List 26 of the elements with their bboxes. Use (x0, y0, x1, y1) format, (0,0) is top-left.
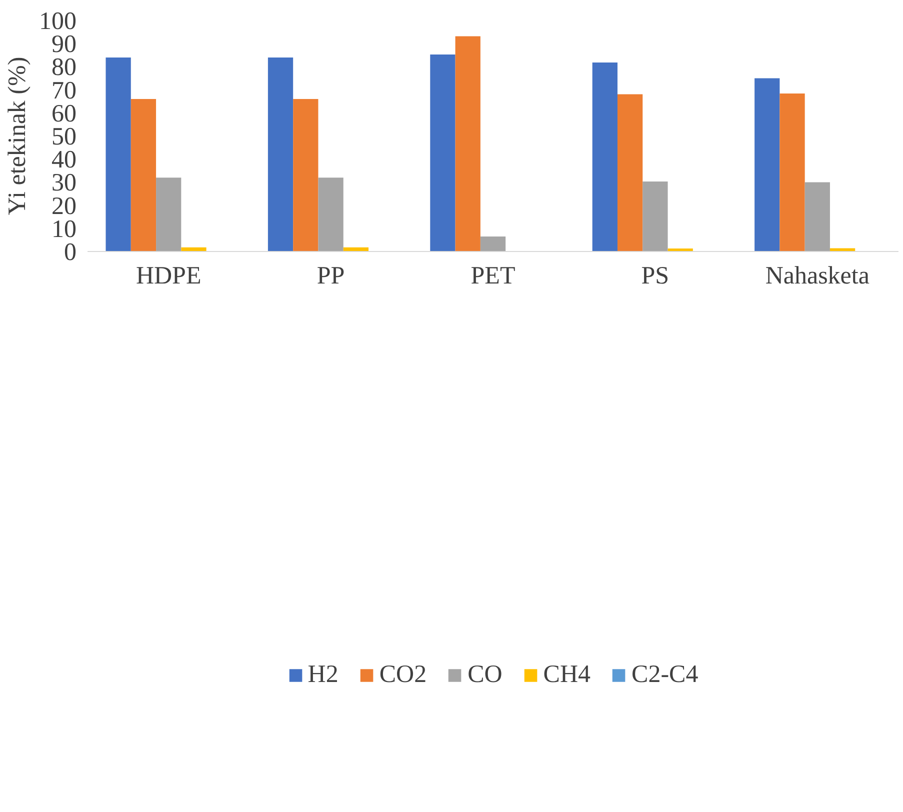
bar (617, 94, 643, 252)
bar (268, 57, 294, 252)
legend-label: CO2 (379, 661, 427, 689)
bar (480, 236, 506, 252)
legend-label: CH4 (543, 661, 591, 689)
bar (642, 182, 668, 252)
bar (430, 54, 456, 252)
legend-label: CO (468, 661, 502, 689)
x-tick-label: Nahasketa (765, 262, 870, 290)
bar (318, 178, 344, 252)
x-tick-label: PS (641, 262, 670, 290)
bar (106, 57, 131, 252)
legend-label: C2-C4 (632, 661, 698, 689)
legend-label: H2 (308, 661, 338, 689)
x-tick-label: PET (470, 262, 516, 290)
x-tick-label: HDPE (136, 262, 202, 290)
bar (804, 182, 830, 252)
bar (293, 99, 318, 252)
bar (754, 78, 780, 252)
y-axis-title: Yi etekinak (%) (4, 56, 31, 216)
bar (780, 93, 805, 252)
bar (455, 36, 480, 252)
bar (156, 178, 182, 252)
bar (130, 99, 156, 252)
bar (592, 62, 618, 252)
x-tick-label: PP (316, 262, 345, 290)
